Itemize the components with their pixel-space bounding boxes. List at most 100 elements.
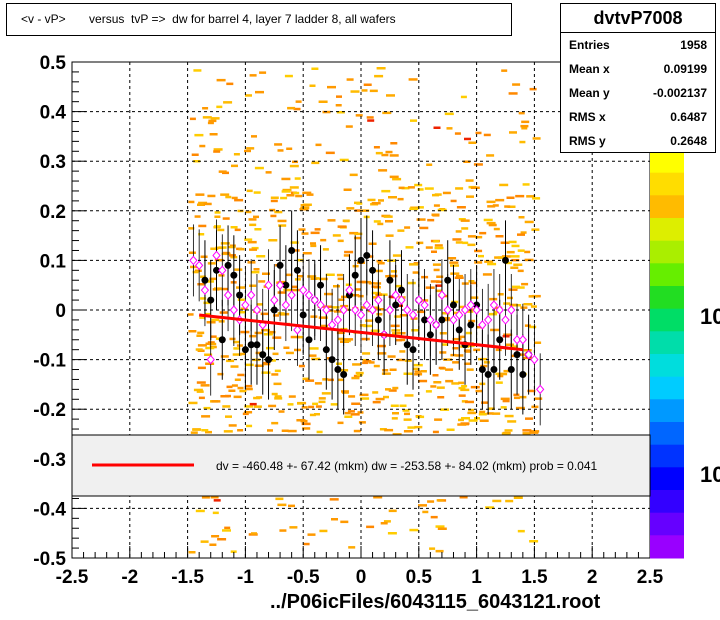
density-cell	[253, 405, 262, 408]
density-cell	[346, 78, 354, 81]
density-cell	[485, 506, 495, 509]
magenta-point	[345, 285, 354, 295]
fit-line-segment	[199, 313, 524, 352]
density-cell	[251, 270, 260, 274]
density-cell	[237, 298, 245, 301]
density-cell	[292, 160, 298, 164]
density-cell	[399, 404, 407, 407]
density-cell	[274, 369, 281, 373]
density-cell	[277, 503, 287, 507]
density-cell	[331, 518, 338, 521]
stats-value: 1958	[680, 38, 707, 52]
density-cell	[278, 280, 287, 284]
black-point	[241, 346, 249, 354]
magenta-point	[507, 305, 516, 315]
density-cell	[295, 194, 303, 198]
density-cell	[372, 296, 379, 299]
density-cell	[399, 338, 406, 342]
density-cell	[311, 67, 319, 70]
magenta-point	[247, 290, 256, 300]
density-cell	[507, 205, 516, 208]
density-cell	[350, 90, 360, 93]
density-cell	[414, 370, 422, 373]
density-cell	[514, 396, 520, 400]
density-cell	[382, 111, 392, 115]
density-cell	[520, 231, 527, 234]
density-cell	[316, 430, 323, 434]
density-cell	[225, 415, 232, 418]
density-cell	[425, 246, 433, 249]
density-cell	[324, 292, 333, 296]
density-cell	[188, 330, 197, 333]
density-cell	[368, 282, 375, 285]
density-cell	[430, 385, 437, 388]
density-cell	[217, 538, 227, 541]
density-cell	[353, 429, 361, 433]
density-cell	[187, 313, 194, 316]
black-point	[484, 370, 492, 378]
density-cell	[205, 280, 214, 283]
density-cell	[214, 287, 222, 290]
density-cell	[460, 95, 467, 99]
density-cell	[273, 314, 279, 317]
magenta-point	[264, 280, 273, 290]
density-cell	[262, 272, 270, 275]
density-cell	[209, 133, 218, 136]
density-cell	[359, 393, 369, 397]
magenta-point	[316, 300, 325, 310]
density-cell	[354, 236, 362, 240]
density-cell	[337, 421, 344, 425]
density-cell	[203, 406, 211, 410]
density-cell	[283, 288, 292, 292]
magenta-point	[472, 305, 481, 315]
density-cell	[375, 397, 385, 401]
density-cell	[363, 324, 373, 328]
density-cell	[234, 228, 241, 232]
density-cell	[232, 353, 242, 356]
density-cell	[293, 249, 300, 252]
density-cell	[240, 307, 248, 310]
density-cell	[417, 310, 426, 314]
density-cell	[411, 329, 420, 332]
density-cell	[521, 282, 529, 286]
magenta-point	[512, 335, 522, 345]
density-cell	[311, 357, 321, 361]
density-cell	[452, 337, 462, 341]
density-cell	[515, 194, 525, 198]
density-cell	[436, 386, 445, 389]
density-cell	[478, 413, 487, 416]
stats-row-mean-y: Mean y -0.002137	[561, 81, 715, 105]
density-cell	[315, 143, 322, 147]
density-cell	[464, 362, 471, 365]
density-cell	[376, 308, 385, 311]
density-cell	[211, 535, 220, 538]
magenta-point	[293, 325, 302, 335]
density-cell	[300, 204, 310, 207]
density-cell	[493, 227, 500, 231]
magenta-point	[299, 285, 308, 295]
density-cell	[227, 245, 236, 249]
density-cell	[517, 249, 525, 252]
density-cell	[416, 218, 426, 221]
density-cell	[325, 151, 335, 155]
density-cell	[188, 251, 196, 254]
black-point	[322, 346, 330, 354]
density-cell	[371, 285, 380, 288]
density-cell	[352, 363, 362, 366]
density-cell	[343, 188, 352, 191]
density-cell	[335, 104, 342, 107]
density-cell	[521, 120, 530, 124]
density-cell	[244, 411, 253, 414]
density-cell	[305, 379, 315, 382]
density-cell	[459, 496, 468, 499]
density-cell	[281, 429, 289, 432]
density-cell	[274, 395, 282, 398]
palette-cell	[650, 240, 684, 264]
density-cell	[376, 259, 383, 263]
density-cell	[466, 195, 474, 198]
plot-title: <v - vP> versus tvP => dw for barrel 4, …	[6, 3, 512, 36]
density-cell	[495, 381, 503, 384]
density-cell	[458, 305, 465, 309]
black-point	[363, 251, 371, 259]
density-cell	[374, 74, 384, 78]
